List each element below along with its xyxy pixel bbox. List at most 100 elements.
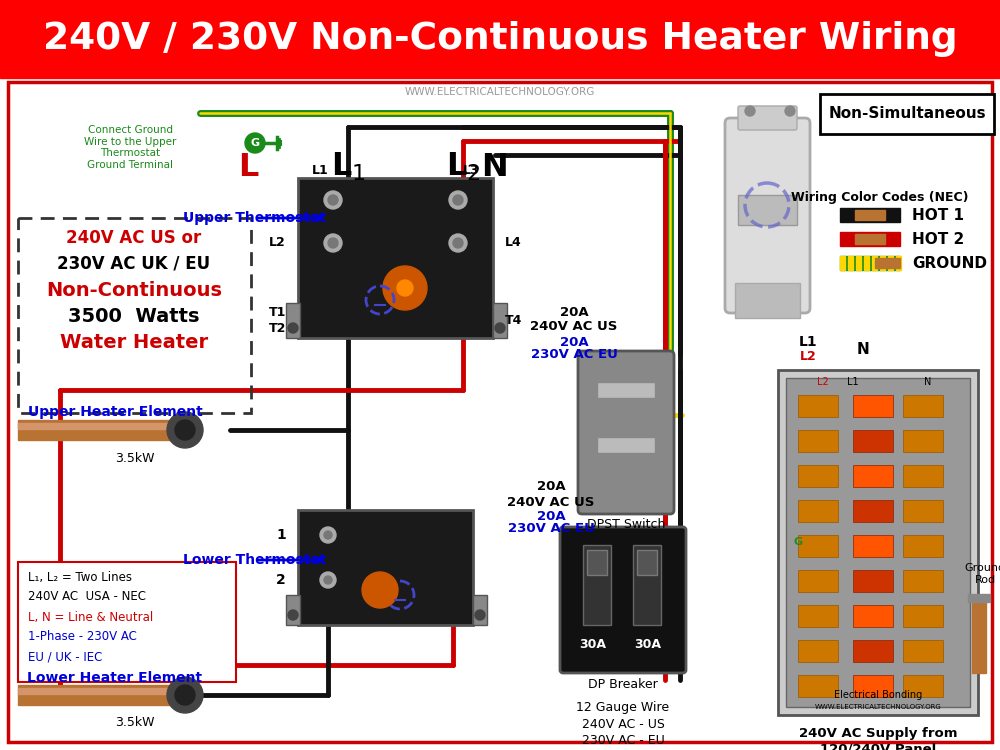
Circle shape (167, 412, 203, 448)
Circle shape (320, 572, 336, 588)
Bar (903, 640, 943, 662)
Text: L1: L1 (312, 164, 328, 176)
Circle shape (324, 191, 342, 209)
Bar (903, 465, 943, 487)
Text: DPST Switch: DPST Switch (587, 518, 665, 532)
Bar (853, 500, 893, 522)
Text: EU / UK - IEC: EU / UK - IEC (28, 650, 102, 664)
Text: 120/240V Panel: 120/240V Panel (820, 742, 936, 750)
Circle shape (328, 195, 338, 205)
Text: N: N (482, 152, 508, 182)
Text: T2: T2 (269, 322, 286, 334)
Bar (848, 256, 853, 270)
Text: L1: L1 (799, 335, 817, 349)
Text: Wiring Color Codes (NEC): Wiring Color Codes (NEC) (791, 190, 969, 203)
Bar (778, 370, 978, 715)
Text: 30A: 30A (635, 638, 662, 652)
Text: 3500  Watts: 3500 Watts (68, 308, 200, 326)
Text: 240V AC US: 240V AC US (507, 496, 595, 508)
Bar (8, 82, 992, 742)
Text: 230V AC EU: 230V AC EU (508, 523, 594, 536)
Bar (637, 550, 657, 575)
FancyBboxPatch shape (738, 106, 797, 130)
Text: T4: T4 (505, 314, 522, 326)
Bar (633, 545, 661, 625)
Text: 230V AC UK / EU: 230V AC UK / EU (57, 254, 211, 272)
Text: Non-Continuous: Non-Continuous (46, 281, 222, 301)
Circle shape (175, 420, 195, 440)
Bar (968, 594, 990, 602)
Text: Non-Simultaneous: Non-Simultaneous (828, 106, 986, 122)
Bar (798, 430, 838, 452)
Bar (853, 640, 893, 662)
Text: 20A: 20A (537, 481, 565, 494)
Text: L$_2$: L$_2$ (446, 151, 480, 183)
Bar (853, 465, 893, 487)
Text: 240V AC Supply from: 240V AC Supply from (799, 727, 957, 740)
Bar (840, 232, 900, 246)
Text: N: N (857, 343, 869, 358)
Bar (872, 256, 877, 270)
Bar (298, 510, 473, 625)
Circle shape (324, 234, 342, 252)
Text: WWW.ELECTRICALTECHNOLOGY.ORG: WWW.ELECTRICALTECHNOLOGY.ORG (815, 704, 941, 710)
Bar (903, 430, 943, 452)
Bar (0, 0, 1000, 78)
Bar (493, 303, 507, 338)
Text: G: G (793, 537, 803, 547)
Bar (587, 550, 607, 575)
Text: 12 Gauge Wire: 12 Gauge Wire (576, 701, 670, 715)
Text: Electrical Bonding: Electrical Bonding (834, 690, 922, 700)
Circle shape (495, 323, 505, 333)
Circle shape (324, 576, 332, 584)
FancyBboxPatch shape (578, 351, 674, 514)
Bar (853, 535, 893, 557)
Bar (840, 256, 900, 270)
Bar (798, 605, 838, 627)
FancyBboxPatch shape (560, 527, 686, 673)
Bar (798, 395, 838, 417)
Bar (903, 395, 943, 417)
Text: DP Breaker: DP Breaker (588, 679, 658, 692)
Circle shape (245, 133, 265, 153)
Text: 3.5kW: 3.5kW (115, 716, 155, 730)
Bar (903, 675, 943, 697)
Circle shape (453, 195, 463, 205)
Circle shape (383, 266, 427, 310)
Text: Connect Ground
Wire to the Upper
Thermostat
Ground Terminal: Connect Ground Wire to the Upper Thermos… (84, 125, 176, 170)
Bar (853, 430, 893, 452)
Text: GROUND: GROUND (912, 256, 987, 271)
Text: N: N (924, 377, 932, 387)
Text: 1-Phase - 230V AC: 1-Phase - 230V AC (28, 631, 137, 644)
Bar (855, 210, 885, 220)
Bar (597, 437, 655, 453)
Text: 20A: 20A (560, 305, 588, 319)
Bar (298, 178, 493, 338)
Bar (888, 256, 893, 270)
Bar (853, 605, 893, 627)
Text: Upper Heater Element: Upper Heater Element (28, 405, 202, 419)
Bar (903, 605, 943, 627)
Bar (903, 535, 943, 557)
Text: L2: L2 (269, 236, 286, 250)
Text: L, N = Line & Neutral: L, N = Line & Neutral (28, 610, 153, 623)
Text: 230V AC EU: 230V AC EU (531, 347, 617, 361)
Bar (786, 378, 970, 707)
Bar (583, 545, 611, 625)
Bar (856, 256, 861, 270)
Text: L1: L1 (847, 377, 859, 387)
Text: 240V AC US or: 240V AC US or (66, 229, 202, 247)
FancyBboxPatch shape (820, 94, 994, 134)
Bar (18, 685, 183, 705)
Text: L2: L2 (800, 350, 816, 362)
Bar (798, 465, 838, 487)
Bar (798, 570, 838, 592)
Bar (840, 208, 900, 222)
FancyBboxPatch shape (725, 118, 810, 313)
Text: L3: L3 (463, 164, 479, 176)
Bar (853, 675, 893, 697)
Text: Lower Heater Element: Lower Heater Element (27, 671, 203, 685)
Bar (798, 535, 838, 557)
Bar (18, 562, 236, 682)
Bar (798, 640, 838, 662)
